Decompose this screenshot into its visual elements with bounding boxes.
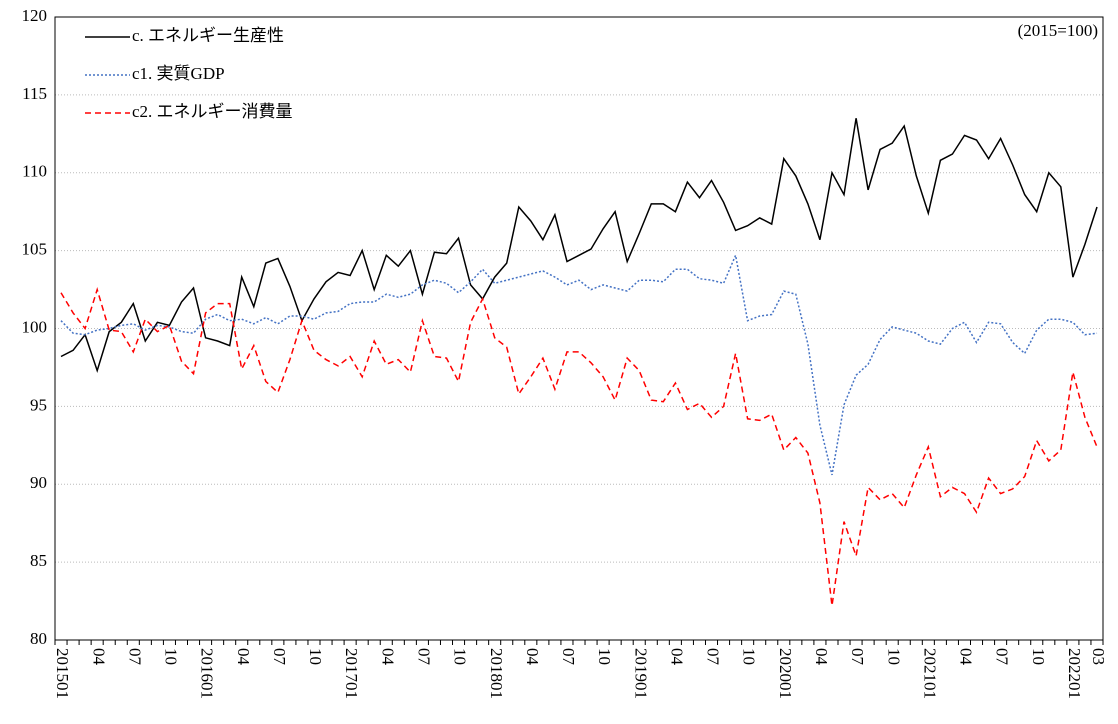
y-tick-label: 120 bbox=[22, 6, 48, 25]
x-tick-label: 04 bbox=[234, 648, 253, 666]
x-tick-label: 10 bbox=[1029, 648, 1048, 665]
x-tick-label: 04 bbox=[89, 648, 108, 666]
series-line bbox=[60, 287, 1098, 606]
y-tick-label: 90 bbox=[30, 473, 47, 492]
legend-label: c2. エネルギー消費量 bbox=[132, 102, 293, 121]
x-tick-label: 07 bbox=[848, 648, 867, 666]
x-tick-label: 04 bbox=[957, 648, 976, 666]
x-tick-label: 10 bbox=[306, 648, 325, 665]
x-tick-label: 07 bbox=[270, 648, 289, 666]
y-tick-label: 100 bbox=[22, 317, 48, 336]
y-tick-label: 80 bbox=[30, 629, 47, 648]
x-tick-label: 07 bbox=[704, 648, 723, 666]
x-tick-label: 04 bbox=[812, 648, 831, 666]
y-tick-label: 110 bbox=[22, 162, 47, 181]
plot-frame bbox=[54, 16, 1104, 641]
x-tick-label: 201901 bbox=[631, 648, 650, 699]
x-tick-label: 10 bbox=[162, 648, 181, 665]
x-tick-label: 201501 bbox=[53, 648, 72, 699]
y-tick-label: 85 bbox=[30, 551, 47, 570]
x-tick-label: 201701 bbox=[342, 648, 361, 699]
y-tick-label: 105 bbox=[22, 240, 48, 259]
x-tick-label: 10 bbox=[595, 648, 614, 665]
x-tick-label: 10 bbox=[740, 648, 759, 665]
x-tick-label: 202201 bbox=[1065, 648, 1084, 699]
x-tick-label: 201801 bbox=[487, 648, 506, 699]
x-tick-label: 07 bbox=[559, 648, 578, 666]
y-tick-label: 115 bbox=[22, 84, 47, 103]
legend-label: c. エネルギー生産性 bbox=[132, 26, 284, 45]
x-tick-label: 10 bbox=[884, 648, 903, 665]
x-tick-label: 04 bbox=[378, 648, 397, 666]
x-tick-label: 10 bbox=[451, 648, 470, 665]
x-tick-label: 07 bbox=[414, 648, 433, 666]
x-tick-label: 202001 bbox=[776, 648, 795, 699]
series-line bbox=[60, 252, 1098, 476]
x-tick-label: 07 bbox=[125, 648, 144, 666]
legend-label: c1. 実質GDP bbox=[132, 64, 225, 83]
series-line bbox=[60, 118, 1098, 374]
x-tick-label: 201601 bbox=[198, 648, 217, 699]
y-tick-label: 95 bbox=[30, 395, 47, 414]
annotation: (2015=100) bbox=[1018, 21, 1098, 40]
x-tick-label: 07 bbox=[993, 648, 1012, 666]
x-tick-label: 04 bbox=[523, 648, 542, 666]
x-tick-label: 202101 bbox=[920, 648, 939, 699]
x-tick-label: 03 bbox=[1089, 648, 1108, 665]
x-tick-label: 04 bbox=[667, 648, 686, 666]
